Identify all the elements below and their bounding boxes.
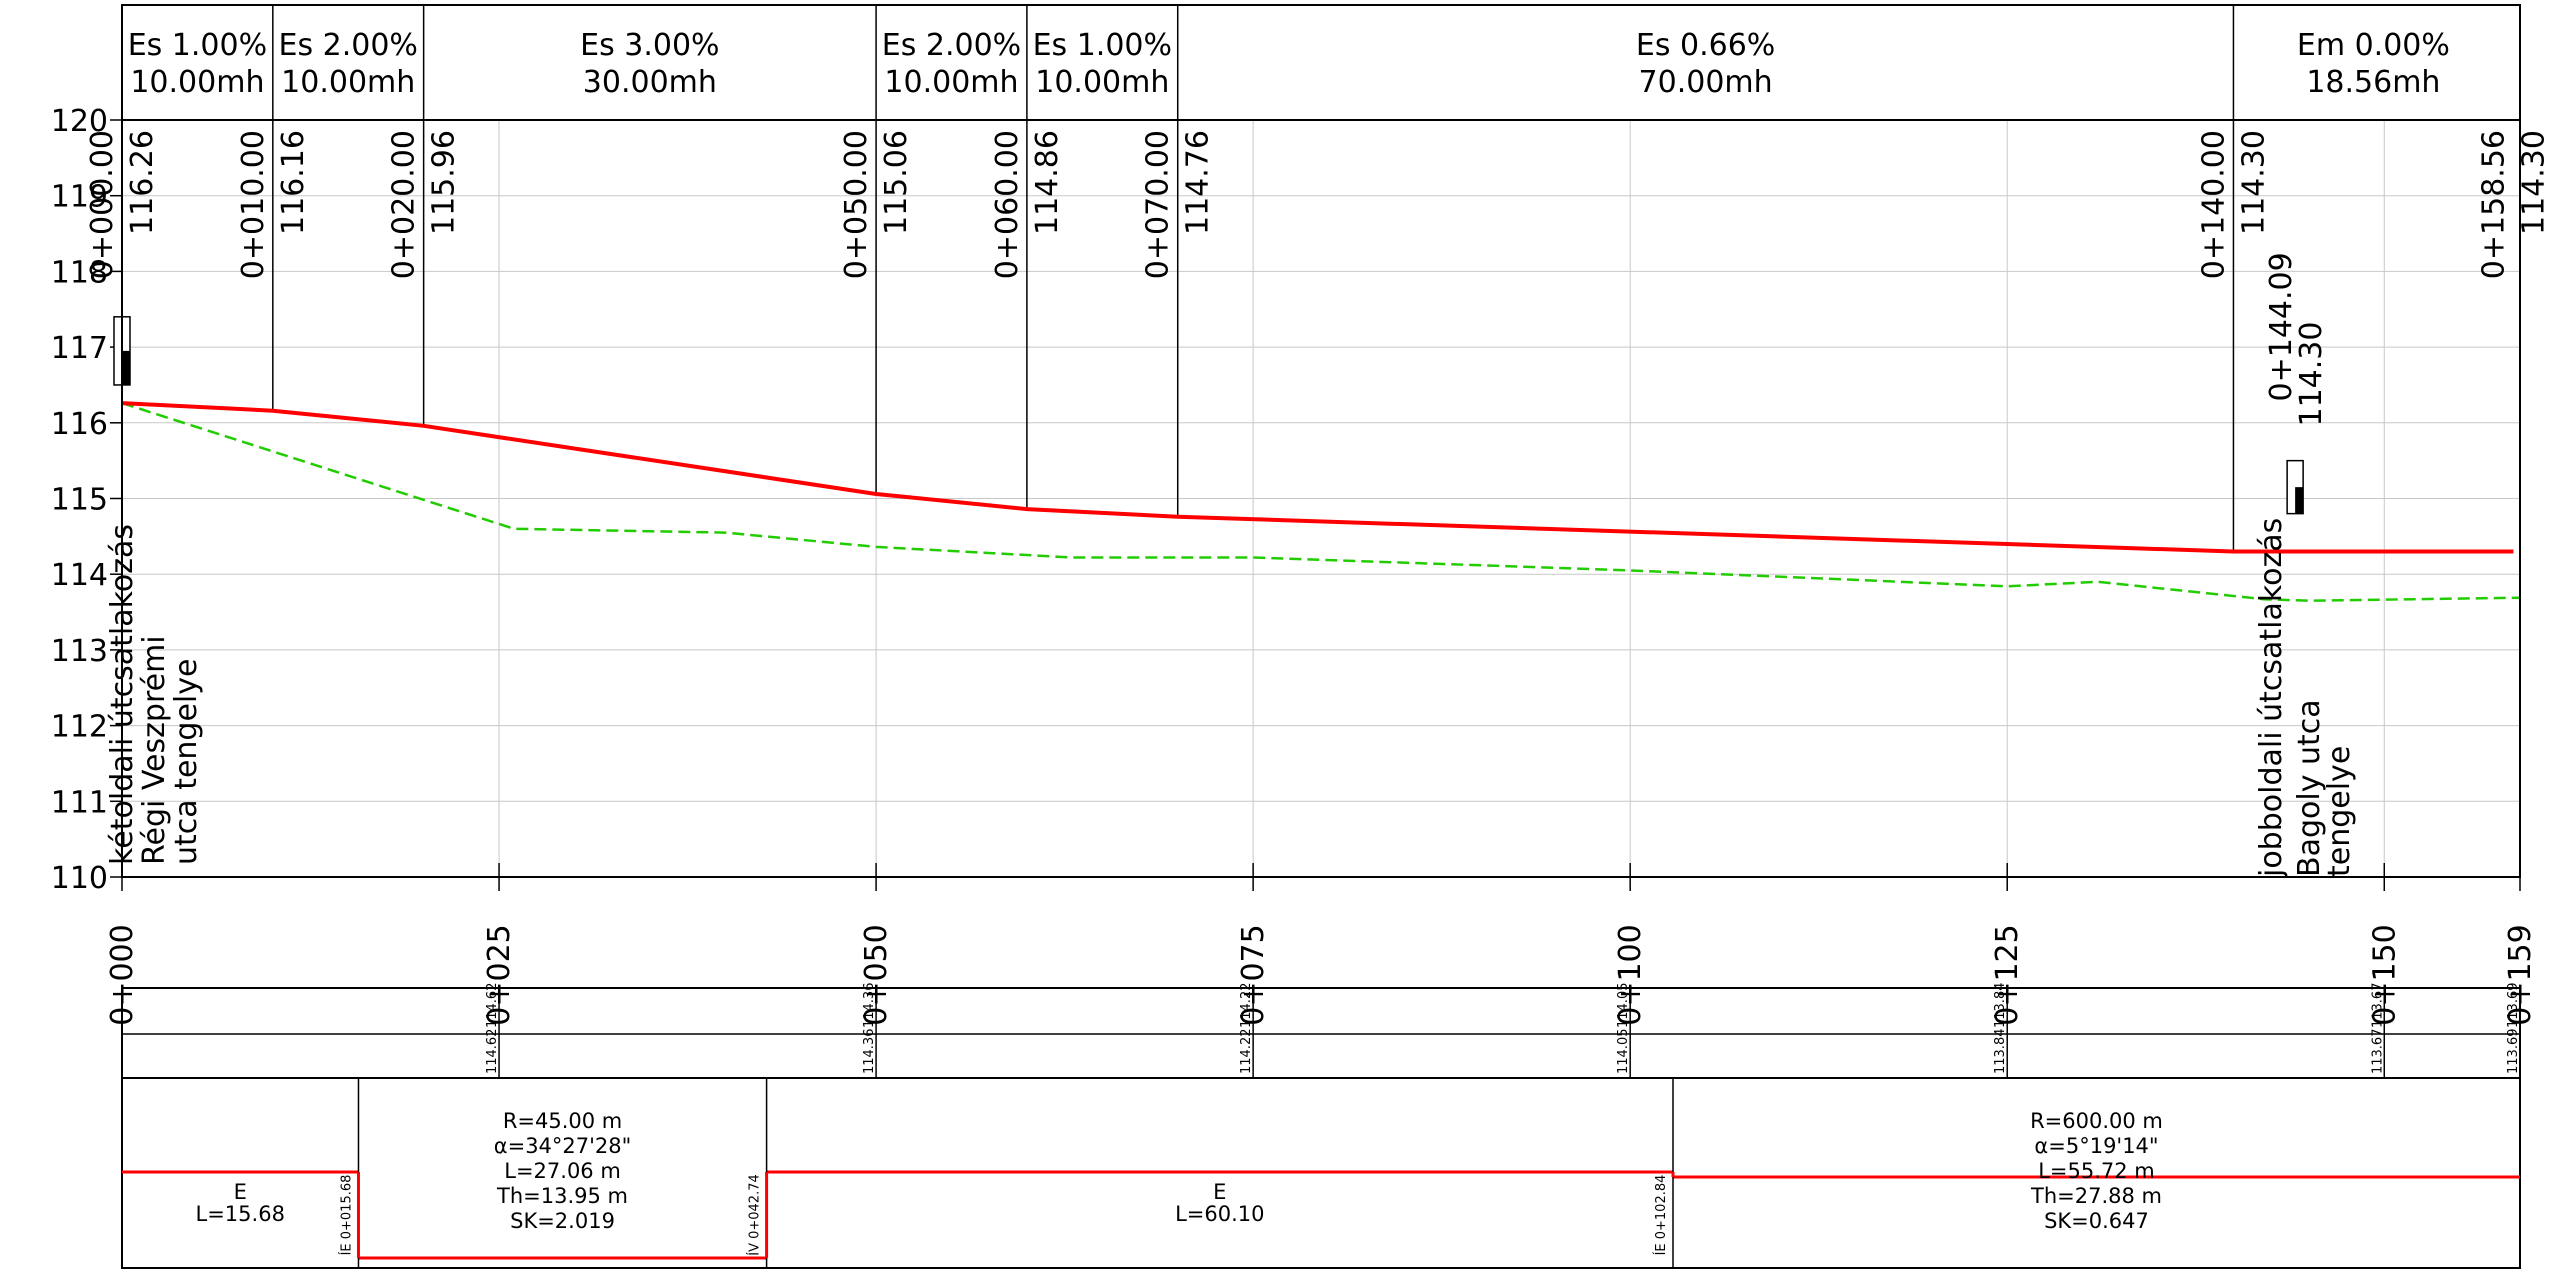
- ground-elevation-value: 114.36: [862, 1029, 877, 1075]
- junction-label: Régi Veszprémi: [137, 635, 172, 865]
- alignment-table: EL=15.68R=45.00 mα=34°27'28"L=27.06 mTh=…: [121, 1077, 2521, 1269]
- alignment-point-label: ÍV 0+042.74: [747, 1174, 763, 1256]
- grade-length: 10.00mh: [884, 65, 1018, 100]
- ground-elevation-value: 114.05: [1616, 1029, 1631, 1075]
- junction-elevation: 114.30: [2294, 322, 2329, 427]
- curve-parameter: R=45.00 m: [503, 1109, 622, 1133]
- station-elevation: 114.76: [1181, 130, 1216, 235]
- y-tick-label: 120: [51, 104, 108, 139]
- y-tick-label: 117: [51, 331, 108, 366]
- station-chainage: 0+050.00: [839, 130, 874, 279]
- grade-percent: Es 1.00%: [128, 28, 267, 63]
- ground-elevation-value: 114.62: [485, 1029, 500, 1075]
- ground-elevation-value: 114.36: [862, 983, 877, 1029]
- alignment-point-label: ÍE 0+102.84: [1653, 1175, 1669, 1256]
- station-elevation: 116.16: [276, 130, 311, 235]
- existing-ground-line: [121, 401, 2521, 602]
- grade-length: 10.00mh: [1035, 65, 1169, 100]
- ground-elevation-value: 113.84: [1993, 1028, 2008, 1074]
- ground-elevation-value: 114.22: [1239, 983, 1254, 1029]
- y-tick-label: 119: [51, 180, 108, 215]
- y-tick-label: 114: [51, 558, 108, 593]
- station-elevation: 114.30: [2236, 130, 2271, 235]
- junction-label: utca tengelye: [169, 659, 204, 865]
- ground-elevation-value: 114.22: [1239, 1029, 1254, 1075]
- alignment-point-label: ÍE 0+015.68: [338, 1175, 354, 1256]
- station-chainage: 0+060.00: [990, 130, 1025, 279]
- alignment-type: E: [1213, 1180, 1226, 1204]
- ground-elevation-value: 113.67: [2370, 983, 2385, 1029]
- grade-percent: Es 0.66%: [1636, 28, 1775, 63]
- ground-elevation-value: 114.05: [1616, 983, 1631, 1029]
- station-elevation: 114.30: [2516, 130, 2551, 235]
- grade-percent: Es 2.00%: [279, 28, 418, 63]
- ground-elevation-value: 113.69: [2506, 1029, 2521, 1075]
- design-grade-line: [121, 401, 2514, 554]
- grade-length: 10.00mh: [281, 65, 415, 100]
- station-chainage: 0+010.00: [236, 130, 271, 279]
- station-elevation: 115.06: [879, 130, 914, 235]
- junction-label: Bagoly utca: [2292, 699, 2327, 877]
- station-elevation: 114.86: [1030, 130, 1065, 235]
- station-chainage: 0+020.00: [387, 130, 422, 279]
- station-chainage: 0+140.00: [2196, 130, 2231, 279]
- junction-label: jobboldali útcsatlakozás: [2254, 518, 2289, 878]
- alignment-type: E: [234, 1180, 247, 1204]
- y-tick-label: 118: [51, 255, 108, 290]
- ground-elevation-value: 114.62: [485, 983, 500, 1029]
- alignment-length: L=15.68: [196, 1202, 285, 1226]
- curve-parameter: R=600.00 m: [2030, 1109, 2163, 1133]
- y-tick-label: 110: [51, 861, 108, 896]
- station-chainage: 0+158.56: [2476, 130, 2511, 279]
- y-tick-label: 113: [51, 634, 108, 669]
- curve-parameter: SK=2.019: [510, 1209, 615, 1233]
- junction-label: tengelye: [2322, 746, 2357, 877]
- station-chainage: 0+070.00: [1141, 130, 1176, 279]
- grade-percent: Es 2.00%: [882, 28, 1021, 63]
- profile-lines: [121, 401, 2521, 602]
- station-labels: 0+000.00 116.26 0+010.00 116.16 0+020.00 115.…: [85, 120, 2551, 552]
- y-tick-label: 111: [51, 785, 108, 820]
- y-tick-label: 115: [51, 483, 108, 518]
- grade-percent: Es 1.00%: [1033, 28, 1172, 63]
- grade-length: 30.00mh: [583, 65, 717, 100]
- y-tick-label: 112: [51, 710, 108, 745]
- junction-marker-fill: [122, 350, 130, 385]
- station-chainage: 0+000.00: [85, 130, 120, 279]
- profile-frame: [121, 4, 2521, 878]
- grade-percent: Em 0.00%: [2297, 28, 2450, 63]
- curve-parameter: L=27.06 m: [504, 1159, 621, 1183]
- curve-parameter: SK=0.647: [2044, 1209, 2149, 1233]
- y-tick-label: 116: [51, 407, 108, 442]
- curve-parameter: α=34°27'28": [494, 1134, 632, 1158]
- grade-length: 18.56mh: [2306, 65, 2440, 100]
- alignment-length: L=60.10: [1175, 1202, 1264, 1226]
- junction-marker-fill: [2295, 487, 2304, 514]
- curve-parameter: α=5°19'14": [2034, 1134, 2158, 1158]
- station-elevation: 116.26: [125, 130, 160, 235]
- ground-elevation-value: 113.67: [2370, 1029, 2385, 1075]
- grade-length: 70.00mh: [1639, 65, 1773, 100]
- curve-parameter: L=55.72 m: [2038, 1159, 2155, 1183]
- junction-station: 0+144.09: [2264, 252, 2299, 401]
- grade-percent: Es 3.00%: [580, 28, 719, 63]
- curve-parameter: Th=13.95 m: [496, 1184, 628, 1208]
- grid: [110, 119, 2520, 878]
- ground-elevation-value: 113.84: [1993, 982, 2008, 1028]
- station-elevation: 115.96: [427, 130, 462, 235]
- grade-length: 10.00mh: [130, 65, 264, 100]
- ground-elevation-value: 113.69: [2506, 983, 2521, 1029]
- curve-parameter: Th=27.88 m: [2030, 1184, 2162, 1208]
